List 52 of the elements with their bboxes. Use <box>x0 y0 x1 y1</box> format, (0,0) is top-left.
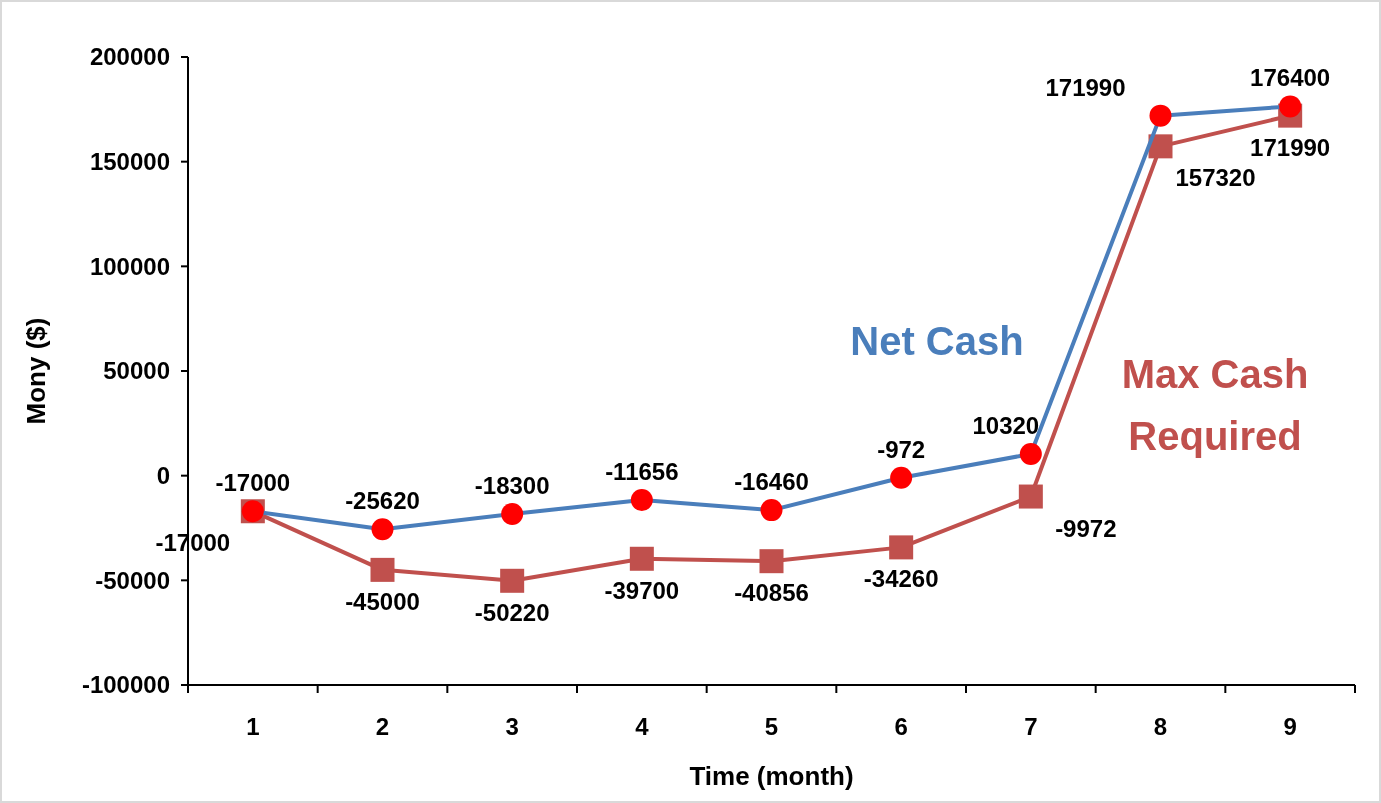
x-tick-label: 5 <box>764 713 779 740</box>
x-tick-label: 4 <box>635 713 650 740</box>
point <box>1018 484 1043 509</box>
data-label: -17000 <box>215 469 291 497</box>
data-label: -45000 <box>345 587 420 615</box>
data-label: -34260 <box>863 565 939 593</box>
y-tick-label: 0 <box>156 462 170 490</box>
point <box>889 535 914 560</box>
y-tick-label: 200000 <box>89 43 170 71</box>
point <box>629 546 654 571</box>
data-label: -16460 <box>734 468 809 496</box>
point <box>760 499 783 522</box>
point <box>1279 95 1302 118</box>
data-label: -972 <box>877 435 926 463</box>
x-tick-label: 7 <box>1024 713 1038 740</box>
data-label: -9972 <box>1055 514 1117 542</box>
point <box>1149 104 1172 127</box>
x-tick-label: 8 <box>1153 713 1168 740</box>
y-tick-label: -50000 <box>95 566 170 594</box>
series-label: Max Cash Required <box>1121 352 1309 458</box>
x-tick-label: 1 <box>246 713 260 740</box>
data-label: -11656 <box>605 458 679 486</box>
data-label: 176400 <box>1250 64 1331 92</box>
y-tick-label: -100000 <box>81 671 170 699</box>
data-label: 10320 <box>972 412 1040 440</box>
point <box>501 502 524 525</box>
point <box>759 549 784 574</box>
point <box>1019 443 1042 466</box>
point <box>1148 134 1173 159</box>
point <box>500 568 525 593</box>
point <box>630 489 653 512</box>
data-label: -40856 <box>734 579 809 607</box>
x-axis-title: Time (month) <box>689 761 854 791</box>
data-label: 157320 <box>1175 164 1256 192</box>
data-label: 171990 <box>1045 73 1126 101</box>
y-tick-label: 50000 <box>103 357 170 385</box>
point <box>890 466 913 489</box>
x-tick-label: 9 <box>1283 713 1297 740</box>
point <box>371 518 394 541</box>
x-tick-label: 2 <box>375 713 390 740</box>
data-label: -25620 <box>345 487 420 515</box>
data-label: -39700 <box>604 576 680 604</box>
series-label: Net Cash <box>850 319 1024 363</box>
data-label: -18300 <box>474 471 550 499</box>
y-tick-label: 150000 <box>89 148 170 176</box>
x-tick-label: 6 <box>894 713 908 740</box>
y-tick-label: 100000 <box>89 252 170 280</box>
data-label: -50220 <box>474 598 550 626</box>
x-tick-label: 3 <box>505 713 519 740</box>
data-label: 171990 <box>1250 133 1331 161</box>
y-axis-title: Mony ($) <box>21 317 51 425</box>
point <box>370 557 395 582</box>
